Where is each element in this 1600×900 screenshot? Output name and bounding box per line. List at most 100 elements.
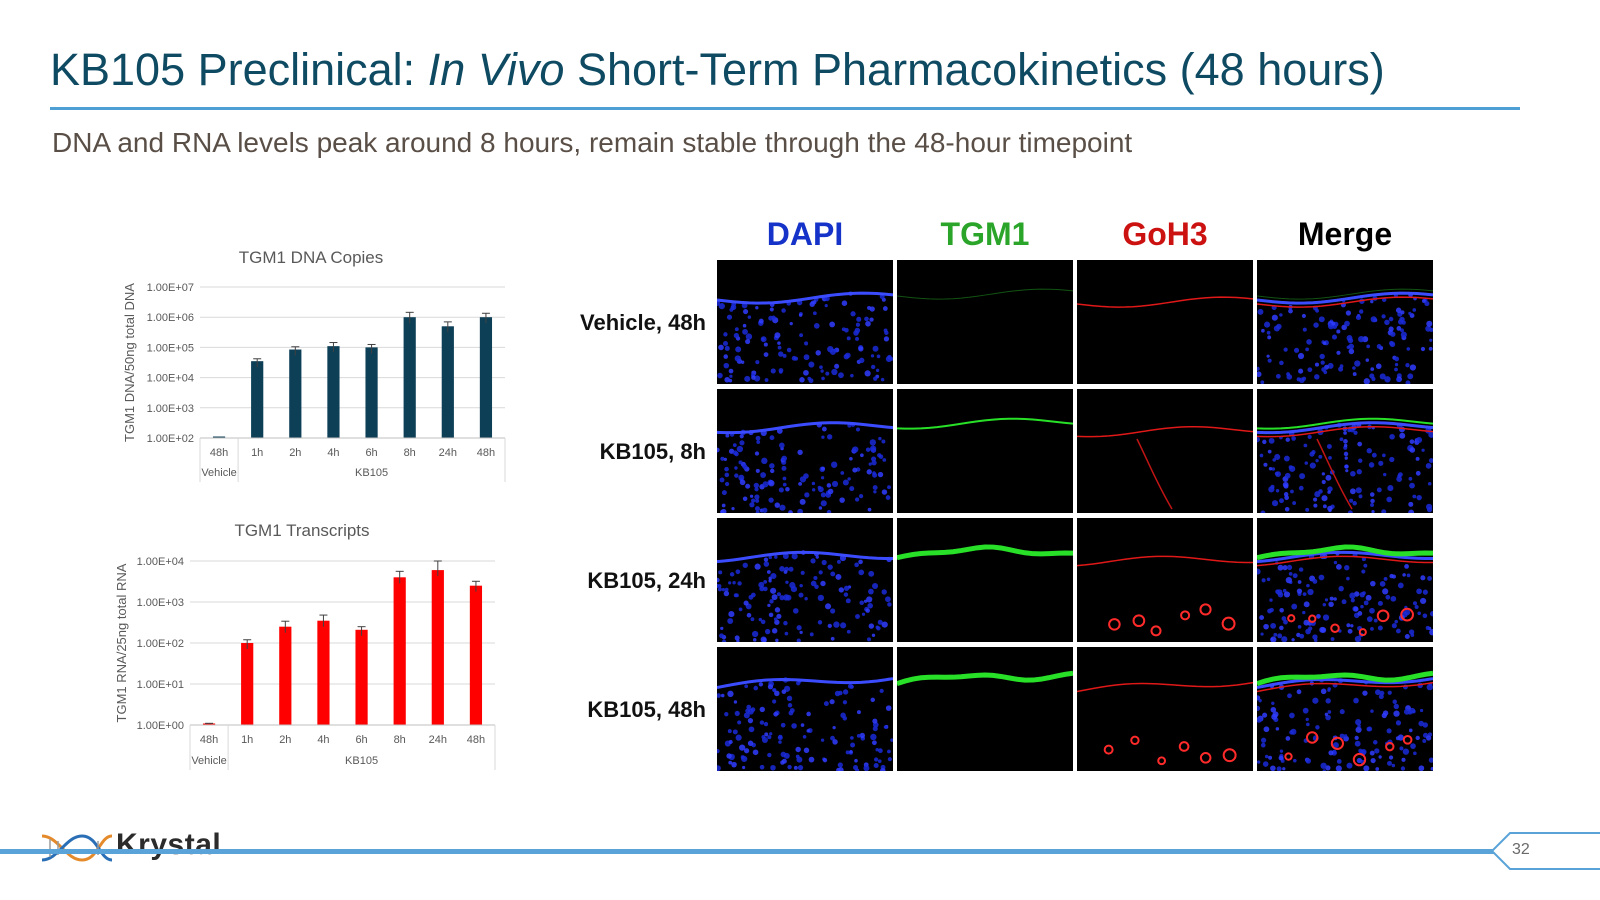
bar: [393, 577, 406, 725]
nucleus-dot: [1336, 350, 1341, 355]
nucleus-dot: [798, 313, 803, 317]
nucleus-dot: [803, 369, 809, 376]
nucleus-dot: [843, 353, 850, 360]
nucleus-dot: [1273, 325, 1280, 332]
nucleus-dot: [1339, 709, 1345, 715]
nucleus-dot: [881, 621, 888, 628]
nucleus-dot: [738, 607, 743, 612]
nucleus-dot: [723, 354, 729, 359]
nucleus-dot: [858, 357, 865, 364]
nucleus-dot: [872, 740, 877, 746]
nucleus-dot: [791, 723, 797, 729]
nucleus-dot: [865, 608, 870, 613]
nucleus-dot: [778, 487, 784, 493]
nucleus-dot: [1425, 463, 1432, 469]
nucleus-dot: [1321, 495, 1328, 502]
nucleus-dot: [1417, 611, 1422, 616]
follicle-ring: [1330, 623, 1340, 633]
nucleus-dot: [1271, 467, 1276, 471]
nucleus-dot: [1309, 451, 1315, 457]
nucleus-dot: [821, 559, 827, 566]
nucleus-dot: [1328, 508, 1332, 513]
nucleus-dot: [1302, 707, 1309, 714]
nucleus-dot: [1336, 759, 1342, 764]
nucleus-dot: [770, 368, 776, 374]
nucleus-dot: [838, 587, 845, 593]
nucleus-dot: [814, 584, 819, 590]
nucleus-dot: [1416, 494, 1422, 501]
nucleus-dot: [1429, 338, 1433, 342]
nucleus-dot: [1288, 572, 1293, 576]
nucleus-dot: [785, 486, 790, 492]
nucleus-dot: [781, 689, 787, 695]
nucleus-dot: [820, 500, 827, 507]
nucleus-dot: [1376, 487, 1382, 493]
nucleus-dot: [803, 354, 810, 361]
epidermis-band: [717, 291, 893, 305]
nucleus-dot: [768, 315, 774, 321]
nucleus-dot: [724, 345, 730, 351]
nucleus-dot: [1302, 592, 1307, 597]
nucleus-dot: [1282, 481, 1289, 488]
nucleus-dot: [1388, 755, 1394, 760]
nucleus-dot: [1355, 314, 1362, 321]
nucleus-dot: [755, 306, 759, 310]
nucleus-dot: [1282, 565, 1288, 571]
nucleus-dot: [841, 327, 846, 332]
nucleus-dot: [1298, 368, 1304, 374]
nucleus-dot: [845, 598, 851, 604]
nucleus-dot: [759, 706, 765, 713]
nucleus-dot: [1412, 494, 1417, 499]
follicle-ring: [1358, 628, 1367, 637]
nucleus-dot: [812, 311, 817, 316]
nucleus-dot: [1281, 636, 1288, 642]
nucleus-dot: [1318, 574, 1325, 581]
nucleus-dot: [1365, 594, 1372, 601]
nucleus-dot: [1348, 348, 1355, 355]
nucleus-dot: [799, 498, 806, 505]
nucleus-dot: [1374, 689, 1381, 696]
nucleus-dot: [839, 497, 845, 503]
nucleus-dot: [1384, 319, 1390, 326]
nucleus-dot: [1354, 735, 1359, 741]
nucleus-dot: [883, 328, 888, 333]
nucleus-dot: [1297, 352, 1305, 360]
nucleus-dot: [727, 690, 734, 698]
nucleus-dot: [1399, 746, 1404, 751]
nucleus-dot: [1399, 316, 1405, 323]
nucleus-dot: [717, 765, 721, 771]
nucleus-dot: [1335, 563, 1342, 570]
epidermis-band: [1257, 291, 1433, 305]
nucleus-dot: [873, 757, 879, 762]
nucleus-dot: [1350, 598, 1355, 603]
nucleus-dot: [1268, 467, 1273, 471]
nucleus-dot: [1352, 501, 1357, 506]
row-label-2: KB105, 24h: [587, 568, 706, 593]
nucleus-dot: [727, 618, 734, 624]
nucleus-dot: [820, 369, 824, 373]
nucleus-dot: [881, 489, 888, 495]
nucleus-dot: [1315, 458, 1319, 463]
y-tick-label: 1.00E+04: [137, 556, 184, 568]
nucleus-dot: [768, 497, 774, 503]
follicle-trace: [1136, 438, 1173, 510]
nucleus-dot: [1397, 582, 1404, 589]
nucleus-dot: [731, 761, 737, 768]
nucleus-dot: [821, 376, 825, 381]
nucleus-dot: [724, 466, 729, 472]
nucleus-dot: [773, 617, 778, 621]
nucleus-dot: [754, 451, 760, 456]
nucleus-dot: [1429, 629, 1433, 636]
nucleus-dot: [1335, 765, 1342, 771]
micrograph-tgm1-0: [897, 260, 1073, 384]
nucleus-dot: [744, 375, 751, 382]
nucleus-dot: [859, 732, 866, 739]
nucleus-dot: [1400, 310, 1405, 315]
nucleus-dot: [756, 440, 761, 445]
nucleus-dot: [1428, 757, 1433, 763]
nucleus-dot: [769, 599, 774, 604]
follicle-ring: [1132, 614, 1146, 628]
nucleus-dot: [806, 729, 810, 733]
nucleus-dot: [1279, 608, 1284, 613]
nucleus-dot: [842, 689, 849, 695]
